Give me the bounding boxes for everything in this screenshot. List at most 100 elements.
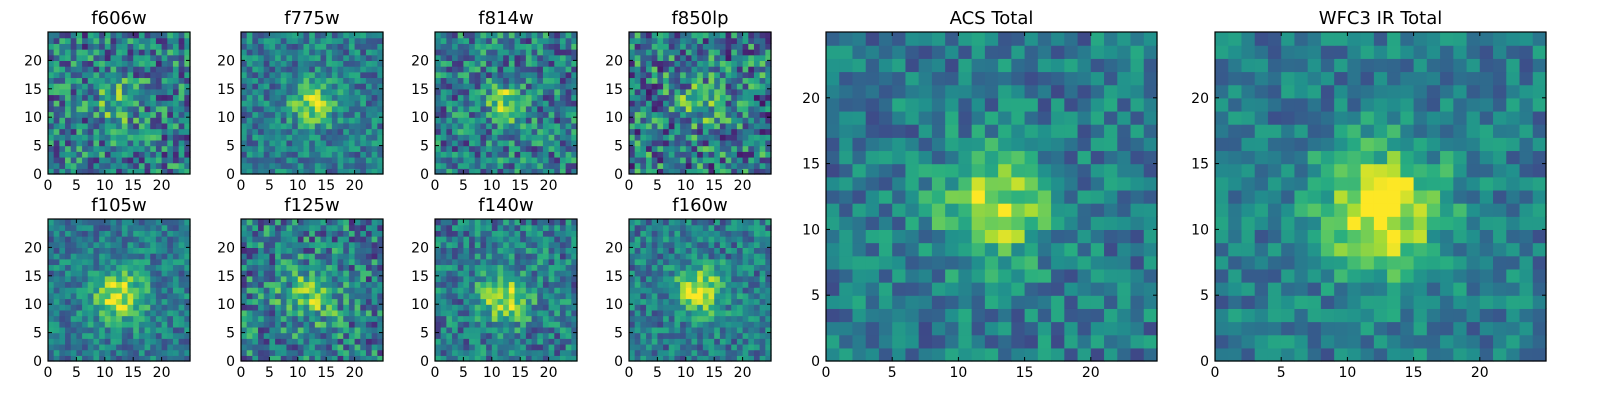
- heatmap-cell: [116, 139, 123, 147]
- heatmap-cell: [525, 315, 533, 322]
- heatmap-cell: [531, 66, 538, 73]
- heatmap-cell: [674, 66, 681, 73]
- heatmap-cell: [497, 37, 504, 44]
- heatmap-cell: [48, 326, 55, 334]
- heatmap-cell: [646, 43, 653, 50]
- heatmap-cell: [161, 230, 168, 237]
- heatmap-cell: [731, 343, 738, 351]
- heatmap-cell: [663, 122, 670, 130]
- heatmap-cell: [753, 134, 761, 141]
- heatmap-cell: [377, 83, 384, 90]
- heatmap-cell: [537, 338, 544, 345]
- heatmap-cell: [759, 117, 766, 124]
- heatmap-cell: [320, 264, 327, 271]
- heatmap-cell: [297, 253, 305, 260]
- heatmap-cell: [765, 145, 772, 152]
- heatmap-cell: [474, 49, 482, 56]
- heatmap-cell: [525, 253, 533, 260]
- heatmap-cell: [133, 355, 140, 362]
- heatmap-cell: [674, 321, 681, 328]
- heatmap-cell: [742, 315, 749, 322]
- heatmap-cell: [241, 49, 248, 56]
- heatmap-cell: [457, 253, 464, 260]
- heatmap-cell: [104, 224, 112, 231]
- heatmap-cell: [286, 66, 293, 73]
- heatmap-cell: [474, 77, 482, 84]
- heatmap-cell: [138, 128, 146, 135]
- heatmap-cell: [491, 151, 499, 158]
- heatmap-cell: [463, 32, 470, 39]
- heatmap-cell: [452, 230, 459, 237]
- heatmap-cell: [725, 304, 732, 311]
- heatmap-cell: [360, 304, 367, 311]
- heatmap-cell: [377, 43, 384, 50]
- heatmap-cell: [303, 321, 310, 328]
- heatmap-cell: [110, 219, 117, 226]
- heatmap-cell: [150, 332, 157, 339]
- heatmap-cell: [292, 315, 299, 322]
- heatmap-cell: [93, 332, 100, 339]
- heatmap-cell: [155, 219, 163, 226]
- y-tick-label: 0: [420, 167, 429, 183]
- heatmap-cell: [65, 326, 72, 334]
- heatmap-cell: [663, 162, 670, 169]
- heatmap-cell: [685, 292, 693, 300]
- heatmap-cell: [377, 270, 384, 277]
- heatmap-cell: [337, 168, 344, 175]
- heatmap-cell: [87, 77, 95, 84]
- heatmap-cell: [531, 309, 538, 317]
- heatmap-cell: [657, 66, 664, 73]
- heatmap-cell: [714, 83, 721, 90]
- heatmap-cell: [133, 253, 140, 260]
- heatmap-cell: [571, 332, 578, 339]
- heatmap-cell: [76, 287, 83, 294]
- heatmap-cell: [759, 32, 766, 39]
- heatmap-cell: [127, 224, 134, 231]
- heatmap-cell: [680, 332, 687, 339]
- heatmap-cell: [292, 134, 299, 141]
- heatmap-cell: [452, 253, 459, 260]
- heatmap-cell: [668, 54, 676, 61]
- heatmap-cell: [657, 37, 664, 44]
- heatmap-cell: [725, 139, 732, 147]
- heatmap-cell: [503, 71, 510, 79]
- heatmap-cell: [269, 94, 276, 101]
- heatmap-cell: [343, 332, 350, 339]
- heatmap-cell: [87, 49, 95, 56]
- heatmap-cell: [303, 139, 310, 147]
- heatmap-cell: [571, 338, 578, 345]
- heatmap-cell: [452, 304, 459, 311]
- heatmap-cell: [685, 281, 693, 288]
- heatmap-cell: [59, 88, 66, 96]
- heatmap-cell: [657, 49, 664, 56]
- heatmap-cell: [331, 168, 339, 175]
- heatmap-cell: [537, 315, 544, 322]
- heatmap-cell: [646, 71, 653, 79]
- heatmap-cell: [275, 321, 282, 328]
- heatmap-cell: [138, 71, 146, 79]
- heatmap-cell: [514, 105, 521, 113]
- heatmap-cell: [646, 32, 653, 39]
- heatmap-cell: [486, 298, 493, 305]
- heatmap-cell: [474, 32, 482, 39]
- heatmap-cell: [314, 264, 322, 271]
- heatmap-cell: [178, 71, 185, 79]
- heatmap-cell: [116, 32, 123, 39]
- heatmap-cell: [280, 54, 288, 61]
- heatmap-cell: [292, 60, 299, 67]
- heatmap-cell: [121, 128, 129, 135]
- heatmap-cell: [503, 100, 510, 107]
- heatmap-cell: [708, 134, 715, 141]
- heatmap-cell: [651, 338, 658, 345]
- heatmap-cell: [480, 219, 487, 226]
- heatmap-cell: [435, 43, 442, 50]
- heatmap-cell: [360, 134, 367, 141]
- heatmap-cell: [452, 151, 459, 158]
- heatmap-cell: [548, 270, 555, 277]
- heatmap-cell: [286, 298, 293, 305]
- heatmap-cell: [326, 326, 333, 334]
- heatmap-cell: [275, 343, 282, 351]
- heatmap-cell: [646, 83, 653, 90]
- heatmap-cell: [331, 321, 339, 328]
- heatmap-cell: [297, 315, 305, 322]
